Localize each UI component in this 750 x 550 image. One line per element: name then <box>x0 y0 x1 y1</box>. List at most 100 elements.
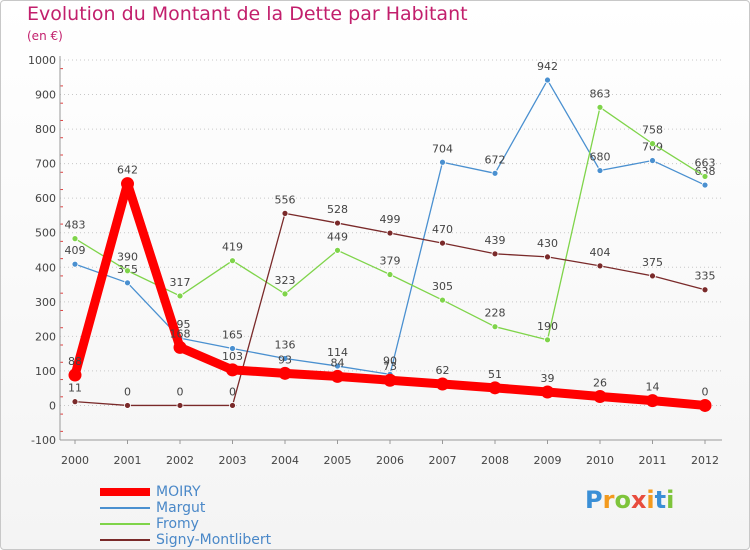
data-label-signy-montlibert: 499 <box>380 213 401 226</box>
x-tick-label: 2009 <box>534 454 562 467</box>
legend-label: Fromy <box>156 516 199 532</box>
data-point-margut <box>439 158 446 166</box>
data-point-moiry <box>278 366 292 380</box>
data-point-fromy <box>124 267 131 275</box>
x-tick-label: 2010 <box>586 454 614 467</box>
data-label-fromy: 323 <box>275 274 296 287</box>
data-label-fromy: 379 <box>380 255 401 268</box>
data-label-moiry: 88 <box>68 355 82 368</box>
chart-title: Evolution du Montant de la Dette par Hab… <box>27 3 468 25</box>
y-tick-label: 900 <box>35 89 56 102</box>
data-point-fromy <box>334 246 341 254</box>
legend-label: MOIRY <box>156 484 201 500</box>
legend-label: Margut <box>156 500 206 516</box>
data-label-margut: 409 <box>65 244 86 257</box>
legend-label: Signy-Montlibert <box>156 532 272 548</box>
x-tick-label: 2003 <box>219 454 247 467</box>
data-label-margut: 638 <box>695 165 716 178</box>
data-point-margut <box>596 167 604 174</box>
data-point-margut <box>544 76 551 84</box>
data-label-fromy: 390 <box>117 251 138 264</box>
x-tick-label: 2000 <box>61 454 89 467</box>
chart-subtitle: (en €) <box>27 29 63 43</box>
proxiti-logo: Proxiti <box>585 486 674 514</box>
data-label-fromy: 758 <box>642 124 663 137</box>
logo-letter: r <box>602 486 615 514</box>
data-point-margut <box>124 279 131 287</box>
x-tick-label: 2012 <box>691 454 719 467</box>
data-label-signy-montlibert: 0 <box>229 385 236 398</box>
data-label-fromy: 305 <box>432 280 453 293</box>
logo-letter: P <box>585 486 603 514</box>
data-point-margut <box>281 355 289 362</box>
y-tick-label: 300 <box>35 296 56 309</box>
y-tick-label: 100 <box>35 365 56 378</box>
data-label-margut: 114 <box>327 346 348 359</box>
data-point-fromy <box>649 140 656 148</box>
legend-swatch <box>100 488 150 496</box>
data-point-signy-montlibert <box>71 398 79 406</box>
data-label-moiry: 51 <box>488 368 502 381</box>
data-label-signy-montlibert: 11 <box>68 382 82 395</box>
data-point-moiry <box>646 394 659 408</box>
data-point-moiry <box>121 177 134 191</box>
data-point-signy-montlibert <box>281 209 289 217</box>
data-label-moiry: 39 <box>541 372 555 385</box>
data-point-signy-montlibert <box>334 219 341 227</box>
data-point-moiry <box>698 398 712 412</box>
data-point-margut <box>701 181 709 189</box>
data-label-margut: 90 <box>383 354 397 367</box>
data-point-fromy <box>701 173 709 180</box>
data-point-fromy <box>71 235 79 243</box>
data-point-moiry <box>593 389 607 403</box>
data-label-fromy: 663 <box>695 156 716 169</box>
x-tick-label: 2008 <box>481 454 509 467</box>
data-label-margut: 136 <box>275 338 296 351</box>
data-label-fromy: 863 <box>590 87 611 100</box>
data-point-signy-montlibert <box>596 262 604 270</box>
y-tick-label: 0 <box>49 399 56 412</box>
legend-swatch <box>100 507 150 509</box>
data-point-fromy <box>544 336 551 344</box>
logo-letter: x <box>630 486 647 514</box>
data-point-signy-montlibert <box>701 286 709 294</box>
data-label-fromy: 190 <box>537 320 558 333</box>
data-point-signy-montlibert <box>439 239 446 247</box>
data-label-signy-montlibert: 430 <box>537 237 558 250</box>
data-label-moiry: 103 <box>222 350 243 363</box>
y-tick-label: 1000 <box>28 54 56 67</box>
data-label-signy-montlibert: 404 <box>590 246 611 259</box>
x-tick-label: 2004 <box>271 454 299 467</box>
data-label-moiry: 73 <box>383 360 397 373</box>
data-label-moiry: 14 <box>646 381 660 394</box>
y-tick-label: 500 <box>35 227 56 240</box>
data-label-signy-montlibert: 470 <box>432 223 453 236</box>
data-label-fromy: 449 <box>327 230 348 243</box>
data-point-moiry <box>68 368 82 382</box>
data-point-fromy <box>439 296 446 304</box>
logo-letter: i <box>666 486 675 514</box>
data-point-signy-montlibert <box>649 272 656 280</box>
data-point-fromy <box>596 103 604 111</box>
data-point-fromy <box>229 257 236 265</box>
data-label-margut: 709 <box>642 141 663 154</box>
data-label-signy-montlibert: 375 <box>642 256 663 269</box>
data-point-moiry <box>383 373 397 387</box>
data-point-signy-montlibert <box>491 250 499 258</box>
data-point-fromy <box>386 271 394 278</box>
data-label-margut: 680 <box>590 151 611 164</box>
data-point-signy-montlibert <box>229 402 236 409</box>
data-point-moiry <box>436 377 449 391</box>
x-tick-label: 2006 <box>376 454 404 467</box>
y-tick-label: 400 <box>35 261 56 274</box>
data-label-margut: 165 <box>222 328 243 341</box>
x-tick-label: 2005 <box>324 454 352 467</box>
data-point-margut <box>334 362 341 370</box>
data-label-moiry: 168 <box>170 327 191 340</box>
data-label-margut: 672 <box>485 153 506 166</box>
data-point-fromy <box>491 323 499 331</box>
y-tick-label: 200 <box>35 330 56 343</box>
x-tick-label: 2002 <box>166 454 194 467</box>
